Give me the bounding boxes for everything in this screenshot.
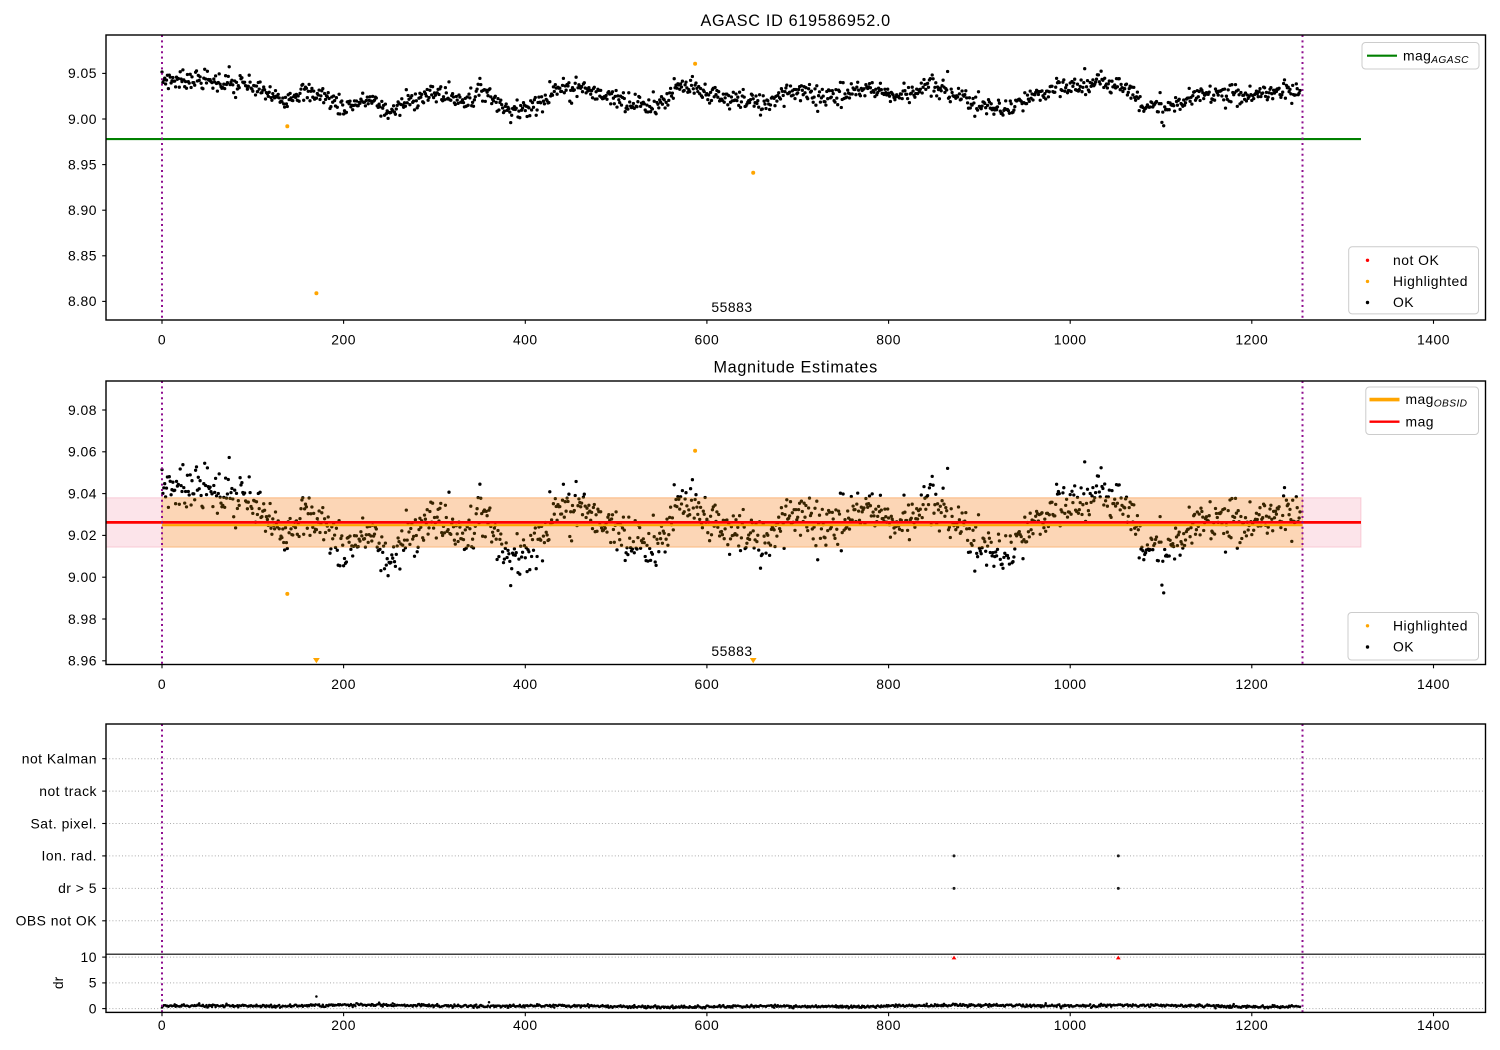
svg-text:8.95: 8.95 — [68, 156, 97, 172]
svg-text:1000: 1000 — [1054, 1017, 1087, 1033]
svg-text:600: 600 — [695, 676, 720, 692]
svg-text:55883: 55883 — [711, 299, 752, 315]
svg-text:1200: 1200 — [1235, 331, 1268, 347]
svg-text:Ion. rad.: Ion. rad. — [42, 848, 97, 864]
svg-text:800: 800 — [876, 676, 901, 692]
svg-text:OK: OK — [1393, 294, 1414, 310]
svg-text:Magnitude Estimates: Magnitude Estimates — [713, 359, 877, 377]
svg-text:9.00: 9.00 — [68, 111, 97, 127]
svg-text:Highlighted: Highlighted — [1393, 273, 1468, 289]
svg-text:mag: mag — [1406, 413, 1435, 429]
svg-text:200: 200 — [331, 676, 356, 692]
svg-text:400: 400 — [513, 1017, 538, 1033]
svg-text:8.98: 8.98 — [68, 611, 97, 627]
svg-text:8.96: 8.96 — [68, 653, 97, 669]
svg-text:1400: 1400 — [1417, 676, 1450, 692]
svg-text:600: 600 — [695, 1017, 720, 1033]
svg-text:OK: OK — [1393, 639, 1414, 655]
svg-text:10: 10 — [81, 949, 97, 965]
svg-text:800: 800 — [876, 1017, 901, 1033]
svg-text:0: 0 — [158, 331, 166, 347]
svg-text:9.02: 9.02 — [68, 527, 97, 543]
svg-text:OBS not OK: OBS not OK — [16, 913, 98, 929]
svg-text:55883: 55883 — [711, 643, 752, 659]
svg-text:600: 600 — [695, 331, 720, 347]
svg-text:1400: 1400 — [1417, 1017, 1450, 1033]
svg-text:9.00: 9.00 — [68, 569, 97, 585]
svg-text:AGASC ID 619586952.0: AGASC ID 619586952.0 — [701, 12, 891, 30]
svg-text:400: 400 — [513, 676, 538, 692]
svg-text:200: 200 — [331, 331, 356, 347]
svg-text:5: 5 — [89, 975, 97, 991]
svg-text:1200: 1200 — [1235, 676, 1268, 692]
svg-text:Highlighted: Highlighted — [1393, 618, 1468, 634]
svg-text:9.08: 9.08 — [68, 402, 97, 418]
svg-text:not track: not track — [39, 783, 97, 799]
svg-text:dr: dr — [50, 976, 66, 989]
svg-text:0: 0 — [89, 1000, 97, 1016]
svg-text:0: 0 — [158, 676, 166, 692]
svg-text:1400: 1400 — [1417, 331, 1450, 347]
svg-text:not OK: not OK — [1393, 252, 1439, 268]
svg-text:1000: 1000 — [1054, 331, 1087, 347]
svg-text:8.85: 8.85 — [68, 248, 97, 264]
svg-text:dr > 5: dr > 5 — [58, 880, 97, 896]
svg-text:Sat. pixel.: Sat. pixel. — [31, 815, 98, 831]
svg-text:1000: 1000 — [1054, 676, 1087, 692]
svg-text:not Kalman: not Kalman — [22, 751, 97, 767]
svg-text:9.05: 9.05 — [68, 65, 97, 81]
svg-text:200: 200 — [331, 1017, 356, 1033]
svg-text:9.04: 9.04 — [68, 485, 97, 501]
svg-text:1200: 1200 — [1235, 1017, 1268, 1033]
svg-text:8.80: 8.80 — [68, 293, 97, 309]
svg-text:800: 800 — [876, 331, 901, 347]
svg-text:0: 0 — [158, 1017, 166, 1033]
svg-text:9.06: 9.06 — [68, 444, 97, 460]
svg-text:8.90: 8.90 — [68, 202, 97, 218]
svg-text:400: 400 — [513, 331, 538, 347]
